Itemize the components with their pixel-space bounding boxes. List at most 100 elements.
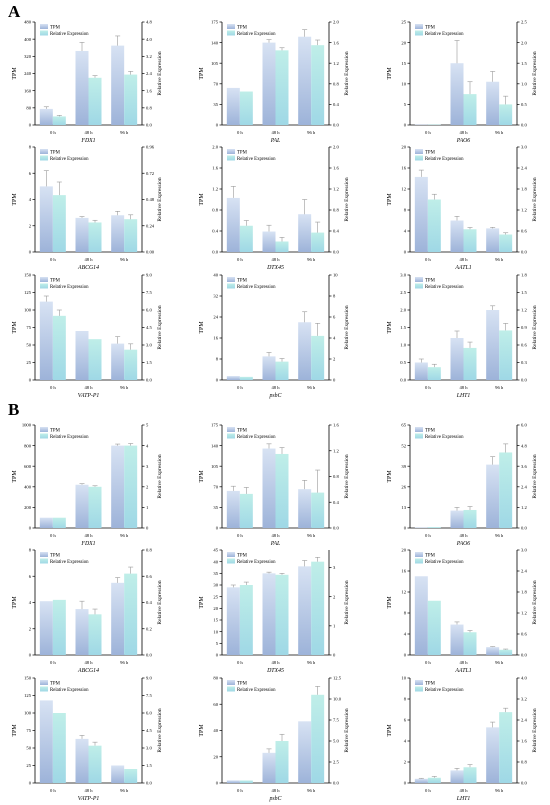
y-tick-label: 25 [213, 594, 218, 599]
y-tick-label: 75 [26, 728, 31, 733]
bar-relative-48h [463, 509, 477, 528]
y2-tick-label: 4 [333, 336, 336, 341]
y2-tick-label: 0.9 [521, 325, 527, 330]
x-tick-label: 0 h [237, 660, 243, 665]
x-axis-title: FDX1 [80, 541, 95, 547]
bar-tpm-0h [226, 376, 240, 380]
x-tick-label: 96 h [495, 660, 504, 665]
y2-tick-label: 6.0 [521, 423, 527, 428]
bar-tpm-96h [298, 566, 312, 655]
y-tick-label: 39 [401, 464, 406, 469]
y-axis-title: TPM [387, 67, 393, 80]
y-axis-title: TPM [199, 193, 205, 206]
x-tick-label: 96 h [495, 130, 504, 135]
bar-relative-48h [275, 453, 289, 528]
y-tick-label: 20 [401, 548, 406, 553]
x-axis-title: AATL1 [454, 265, 471, 271]
y-tick-label: 8 [216, 357, 219, 362]
y-tick-label: 20 [401, 40, 406, 45]
bar-tpm-0h [39, 601, 53, 655]
bar-relative-48h [88, 222, 102, 252]
x-tick-label: 96 h [307, 788, 316, 793]
y2-tick-label: 4.5 [146, 325, 152, 330]
x-axis-title: PAL [270, 541, 281, 547]
legend-label-tpm: TPM [425, 279, 436, 284]
bar-relative-0h [52, 195, 66, 252]
y-tick-label: 13 [401, 505, 406, 510]
y-tick-label: 0 [29, 378, 32, 383]
bar-tpm-48h [262, 356, 276, 380]
x-axis-title: psbC [269, 393, 282, 399]
bar-relative-0h [52, 315, 66, 380]
x-axis-title: VATP-P1 [78, 796, 100, 802]
y2-tick-label: 4.5 [146, 728, 152, 733]
chart-a-lht1: 0.0 0.5 1.0 1.5 2.0 2.5 3.0 0.0 0.3 0.6 0.9 1.2 1.5 1… [387, 273, 538, 399]
x-tick-label: 48 h [459, 257, 468, 262]
y2-tick-label: 2 [146, 485, 149, 490]
legend-swatch-relative [227, 433, 235, 439]
x-tick-label: 96 h [495, 533, 504, 538]
y-tick-label: 40 [213, 728, 218, 733]
y2-tick-label: 0.4 [333, 229, 339, 234]
x-tick-label: 96 h [120, 257, 129, 262]
y-tick-label: 125 [24, 290, 32, 295]
y2-tick-label: 3.0 [521, 548, 527, 553]
bar-tpm-48h [75, 484, 89, 528]
x-tick-label: 48 h [84, 257, 93, 262]
y2-tick-label: 7.5 [333, 718, 339, 723]
y2-tick-label: 3.0 [146, 746, 152, 751]
y-tick-label: 0 [29, 781, 32, 786]
y-tick-label: 12 [401, 590, 406, 595]
y-tick-label: 4 [29, 600, 32, 605]
y2-tick-label: 1.5 [146, 763, 152, 768]
y-tick-label: 35 [213, 505, 218, 510]
y-tick-label: 800 [24, 443, 32, 448]
y-tick-label: 320 [24, 54, 32, 59]
y-axis-title: TPM [12, 193, 18, 206]
bar-relative-48h [275, 241, 289, 252]
bar-relative-0h [52, 116, 66, 125]
y-tick-label: 60 [213, 702, 218, 707]
y-tick-label: 15 [401, 61, 406, 66]
y2-tick-label: 0.4 [333, 500, 339, 505]
y-tick-label: 2.0 [212, 145, 218, 150]
y-tick-label: 2 [29, 223, 32, 228]
panel-letter-b: B [8, 400, 20, 419]
bar-tpm-48h [75, 738, 89, 783]
y2-tick-label: 6.0 [146, 711, 152, 716]
legend-label-tpm: TPM [50, 151, 61, 156]
x-tick-label: 96 h [307, 660, 316, 665]
bar-relative-96h [499, 330, 513, 380]
y2-axis-title: Relative Expression [532, 454, 538, 498]
y-tick-label: 175 [211, 20, 219, 25]
legend-swatch-relative [40, 558, 48, 564]
y2-tick-label: 1 [146, 505, 149, 510]
bar-relative-96h [124, 219, 138, 252]
y-tick-label: 0 [216, 123, 219, 128]
legend-swatch-tpm [40, 680, 48, 685]
y-tick-label: 2.0 [400, 308, 406, 313]
x-tick-label: 0 h [237, 385, 243, 390]
legend-label-tpm: TPM [425, 26, 436, 31]
y2-tick-label: 9.0 [146, 676, 152, 681]
bar-relative-48h [463, 767, 477, 783]
y2-tick-label: 0.0 [521, 781, 527, 786]
legend-label-tpm: TPM [50, 682, 61, 687]
y2-tick-label: 2 [333, 594, 336, 599]
bar-relative-0h [52, 517, 66, 528]
y-tick-label: 150 [24, 273, 32, 278]
y2-tick-label: 6 [333, 315, 336, 320]
bar-relative-48h [275, 50, 289, 126]
y2-tick-label: 0.3 [521, 360, 527, 365]
y2-tick-label: 12.5 [333, 676, 342, 681]
bar-relative-0h [427, 367, 441, 380]
legend-swatch-tpm [40, 427, 48, 432]
y2-tick-label: 0.0 [333, 781, 339, 786]
legend-label-tpm: TPM [237, 682, 248, 687]
x-tick-label: 0 h [50, 788, 56, 793]
y-tick-label: 0.0 [212, 250, 218, 255]
